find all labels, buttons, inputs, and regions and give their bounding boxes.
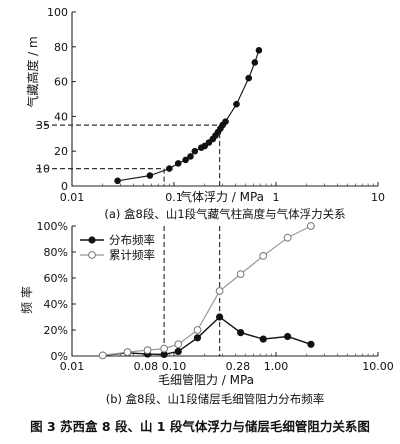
panel-b-point-distribution [237, 329, 245, 337]
panel-b-ytick-label: 20% [44, 324, 68, 337]
panel-b-point-cumulative [307, 222, 315, 230]
panel-b-ylabel: 频 率 [19, 286, 34, 314]
panel-a-ytick-label: 0 [61, 180, 68, 193]
panel-b: 频 率 毛细管阻力 / MPa (b) 盒8段、山1段储层毛细管阻力分布频率 分… [19, 220, 394, 406]
panel-a-data-point [191, 147, 199, 155]
panel-a-data-point [146, 172, 154, 179]
panel-a-ylabel: 气藏高度 / m [25, 36, 40, 107]
panel-a-data-point [182, 156, 189, 164]
panel-a-data-point [187, 153, 194, 160]
panel-a-ytick-label: 20 [54, 145, 68, 158]
panel-a-xtick-label: 0.1 [165, 191, 183, 204]
panel-a-data-point [166, 165, 173, 172]
panel-b-point-distribution [307, 340, 315, 348]
panel-a-xlabel: 气体浮力 / MPa [180, 189, 264, 204]
panel-a-xtick-label: 0.01 [60, 191, 85, 204]
figure-caption: 图 3 苏西盒 8 段、山 1 段气体浮力与储层毛细管阻力关系图 [30, 419, 370, 434]
panel-a-ref-label: 10 [36, 163, 50, 176]
panel-b-ytick-label: 60% [44, 272, 68, 285]
panel-b-point-distribution [174, 347, 182, 356]
legend-marker-distribution [88, 236, 96, 244]
panel-b-point-cumulative [143, 346, 152, 355]
panel-b-point-cumulative [215, 287, 224, 295]
panel-b-point-cumulative [174, 340, 183, 349]
panel-b-point-distribution [284, 332, 292, 341]
panel-b-xtick-label: 1.00 [264, 360, 289, 373]
panel-a-data-point [245, 74, 253, 82]
panel-b-ytick-label: 40% [44, 298, 68, 311]
panel-a-data-point [233, 100, 240, 108]
panel-b-point-distribution [259, 335, 267, 343]
legend-label-cumulative: 累计频率 [109, 248, 155, 262]
panel-b-subtitle: (b) 盒8段、山1段储层毛细管阻力分布频率 [106, 392, 325, 406]
panel-a-ytick-label: 60 [54, 76, 68, 89]
panel-a-data-point [114, 177, 121, 185]
panel-b-ytick-label: 0% [51, 350, 68, 363]
panel-b-ref-label: 0.08 [134, 360, 159, 373]
panel-b-point-distribution [160, 350, 168, 359]
panel-b-point-cumulative [98, 351, 107, 360]
legend: 分布频率 累计频率 [80, 233, 155, 262]
panel-b-point-cumulative [259, 252, 268, 260]
panel-a-ytick-label: 40 [54, 110, 68, 123]
panel-b-series-line-distribution [102, 316, 312, 357]
panel-b-ref-label: 0.28 [226, 360, 251, 373]
panel-a: 气藏高度 / m 气体浮力 / MPa (a) 盒8段、山1段气藏气柱高度与气体… [25, 6, 385, 221]
panel-b-point-cumulative [193, 326, 202, 334]
panel-a-data-point [251, 59, 259, 66]
panel-a-axes [71, 12, 378, 187]
panel-a-ref-label: 35 [36, 119, 50, 132]
legend-label-distribution: 分布频率 [109, 233, 155, 247]
panel-a-data-point [255, 46, 263, 54]
panel-a-ytick-label: 100 [47, 6, 68, 19]
panel-b-point-distribution [193, 334, 202, 342]
panel-b-point-cumulative [123, 348, 132, 357]
panel-b-point-cumulative [160, 344, 169, 353]
panel-b-xtick-label: 0.10 [162, 360, 187, 373]
panel-b-xtick-label: 0.01 [60, 360, 85, 373]
panel-a-data-point [222, 118, 229, 125]
legend-marker-cumulative [88, 251, 96, 259]
panel-b-ytick-label: 100% [37, 220, 68, 233]
panel-a-xtick-label: 1 [273, 191, 280, 204]
panel-a-ytick-label: 80 [54, 41, 68, 54]
panel-b-point-distribution [216, 313, 224, 321]
panel-b-xlabel: 毛细管阻力 / MPa [158, 372, 254, 387]
panel-a-data-point [174, 160, 182, 167]
panel-b-point-cumulative [283, 233, 292, 242]
panel-b-point-cumulative [236, 270, 245, 279]
panel-b-ytick-label: 80% [44, 246, 68, 259]
panel-a-subtitle: (a) 盒8段、山1段气藏气柱高度与气体浮力关系 [104, 207, 345, 221]
panel-b-xtick-label: 10.00 [362, 360, 394, 373]
panel-a-xtick-label: 10 [371, 191, 385, 204]
